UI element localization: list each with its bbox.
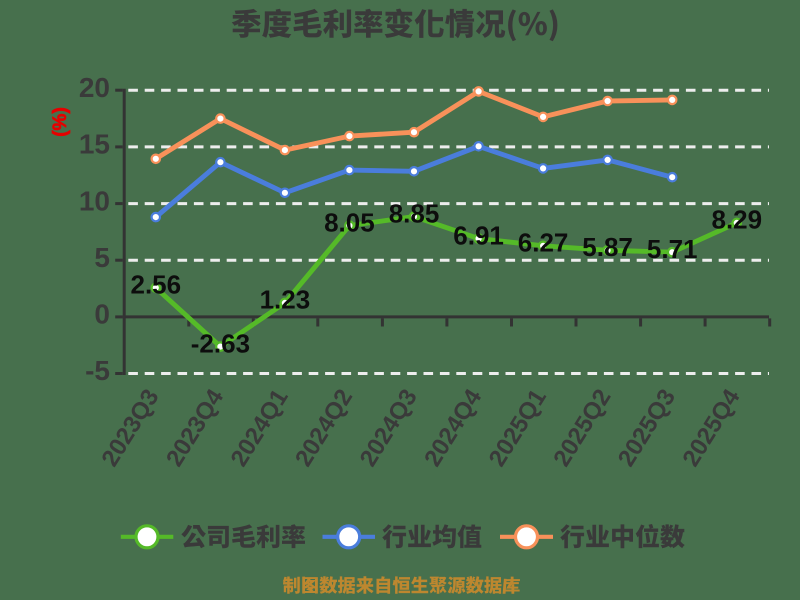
svg-text:6.27: 6.27 (518, 228, 569, 258)
svg-text:-2.63: -2.63 (191, 328, 250, 358)
svg-text:5: 5 (94, 242, 110, 273)
svg-text:5.87: 5.87 (582, 232, 633, 262)
svg-text:8.85: 8.85 (389, 198, 440, 228)
svg-text:6.91: 6.91 (453, 220, 504, 250)
svg-text:5.71: 5.71 (647, 234, 698, 264)
svg-text:15: 15 (79, 129, 110, 160)
svg-text:-5: -5 (85, 355, 110, 386)
svg-text:8.29: 8.29 (711, 205, 762, 235)
svg-text:(%): (%) (50, 107, 71, 137)
svg-text:1.23: 1.23 (260, 285, 311, 315)
svg-text:2.56: 2.56 (130, 270, 181, 300)
svg-text:8.05: 8.05 (324, 207, 375, 237)
svg-text:20: 20 (79, 72, 110, 103)
svg-text:0: 0 (94, 299, 110, 330)
svg-text:10: 10 (79, 185, 110, 216)
